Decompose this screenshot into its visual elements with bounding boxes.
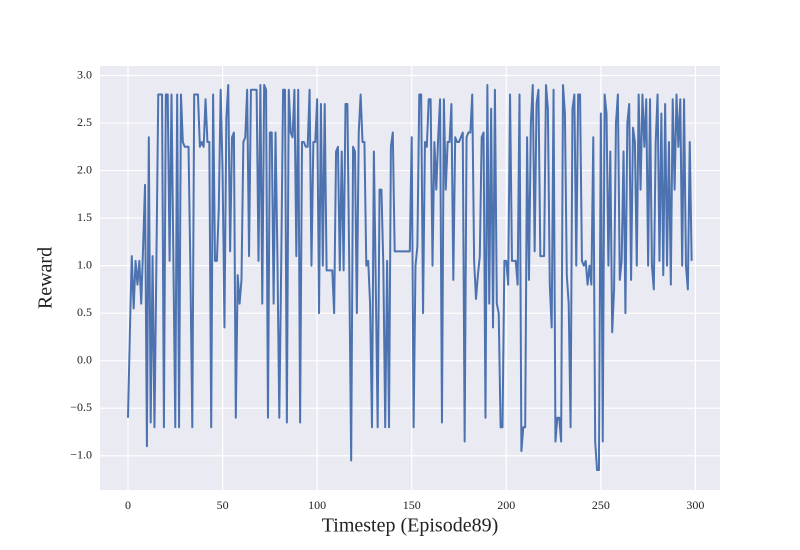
y-tick-label: −0.5 (70, 400, 92, 414)
x-tick-label: 100 (308, 498, 326, 512)
x-tick-label: 150 (403, 498, 421, 512)
y-tick-label: 0.0 (77, 352, 92, 366)
y-tick-label: 1.5 (77, 210, 92, 224)
y-tick-label: −1.0 (70, 448, 92, 462)
x-tick-label: 200 (497, 498, 515, 512)
y-tick-label: 3.0 (77, 67, 92, 81)
x-tick-label: 50 (217, 498, 229, 512)
y-tick-label: 2.0 (77, 162, 92, 176)
y-tick-label: 0.5 (77, 305, 92, 319)
line-series (126, 84, 693, 472)
x-tick-label: 0 (125, 498, 131, 512)
y-tick-label: 2.5 (77, 115, 92, 129)
x-axis-label: Timestep (Episode89) (322, 515, 498, 537)
x-tick-label: 250 (592, 498, 610, 512)
y-axis-label: Reward (35, 247, 57, 309)
x-tick-label: 300 (686, 498, 704, 512)
y-tick-label: 1.0 (77, 257, 92, 271)
